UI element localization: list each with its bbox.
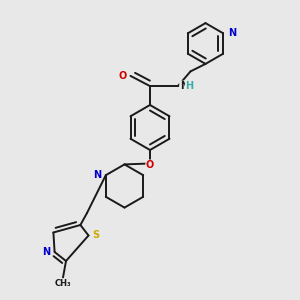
Text: N: N [180,81,188,91]
Text: O: O [146,160,154,170]
Text: N: N [93,170,101,180]
Text: S: S [93,230,100,241]
Text: N: N [42,247,50,257]
Text: H: H [185,81,194,91]
Text: CH₃: CH₃ [55,279,71,288]
Text: N: N [228,28,236,38]
Text: O: O [119,71,127,81]
